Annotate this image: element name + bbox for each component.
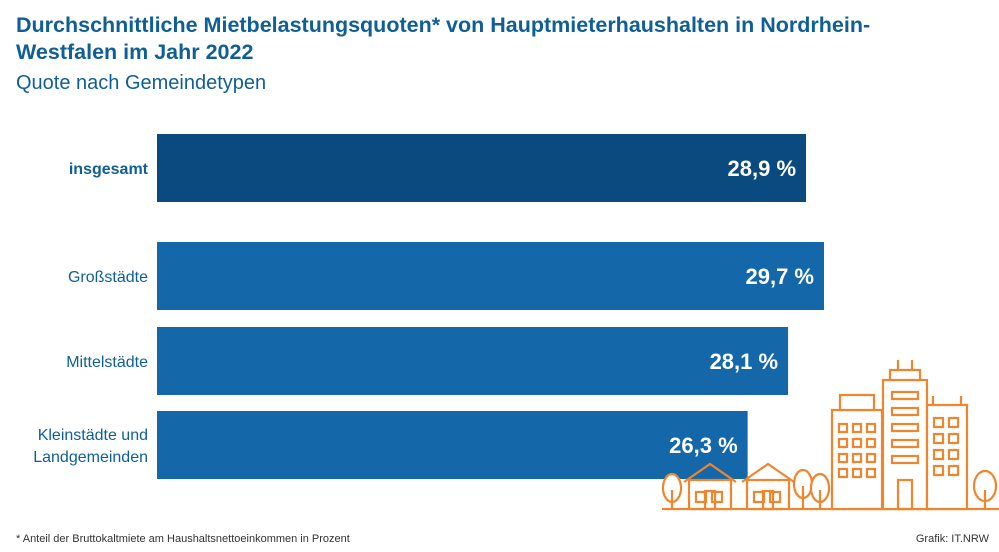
value-label-0: 28,9 % [728,156,797,181]
value-label-2: 28,1 % [710,349,779,374]
chart-title: Durchschnittliche Mietbelastungsquoten* … [16,13,871,64]
value-label-1: 29,7 % [746,264,815,289]
footnote: * Anteil der Bruttokaltmiete am Haushalt… [16,533,350,545]
category-label-3: Kleinstädte und Landgemeinden [33,427,148,466]
value-label-3: 26,3 % [669,433,738,458]
chart-subtitle: Quote nach Gemeindetypen [16,72,267,94]
bar-0 [157,134,807,202]
bars-group: 28,9 % insgesamt 29,7 % Großstädte 28,1 % Mit… [33,134,824,479]
category-label-2: Mittelstädte [66,354,148,371]
city-skyline-icon [661,360,999,511]
bar-3 [157,411,748,479]
source-credit: Grafik: IT.NRW [915,533,989,545]
category-label-1: Großstädte [68,269,148,286]
bar-1 [157,242,824,310]
bar-2 [157,327,789,395]
category-label-0: insgesamt [69,161,149,178]
